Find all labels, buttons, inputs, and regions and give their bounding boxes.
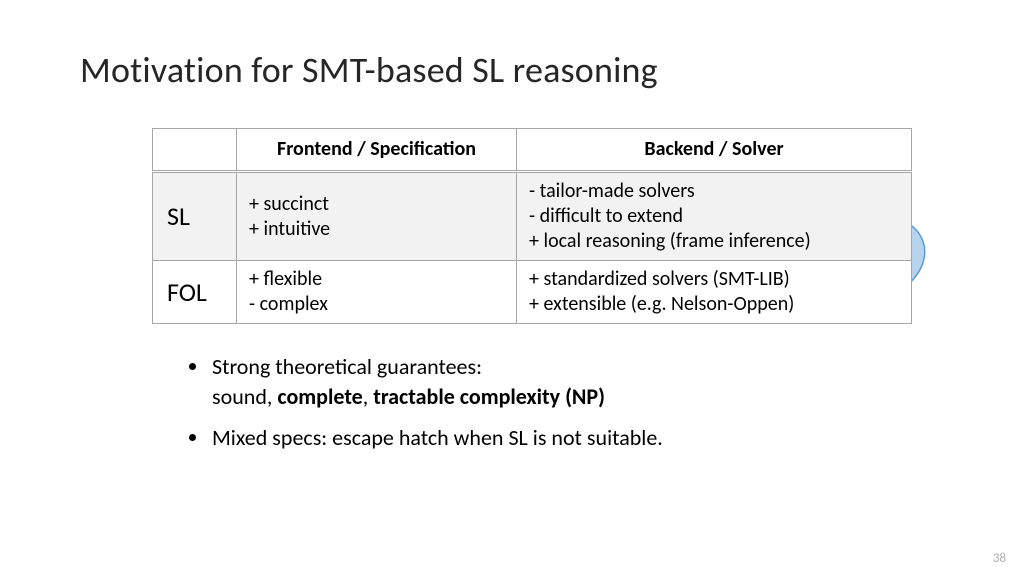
row-label-fol: FOL xyxy=(153,261,237,324)
cell-sl-frontend: + succinct + intuitive xyxy=(237,172,517,261)
cell-line: + intuitive xyxy=(249,217,506,242)
bullet-item: Mixed specs: escape hatch when SL is not… xyxy=(210,423,960,453)
table-corner xyxy=(153,129,237,172)
col-header-backend: Backend / Solver xyxy=(517,129,912,172)
cell-line: + succinct xyxy=(249,192,506,217)
slide-title: Motivation for SMT-based SL reasoning xyxy=(80,48,960,92)
bullet-text: sound, xyxy=(212,383,277,410)
cell-line: + standardized solvers (SMT-LIB) xyxy=(529,267,901,292)
bullet-item: Strong theoretical guarantees: sound, co… xyxy=(210,352,960,411)
bullet-bold: tractable complexity (NP) xyxy=(373,383,605,410)
cell-fol-frontend: + flexible - complex xyxy=(237,261,517,324)
comparison-table-wrap: Frontend / Specification Backend / Solve… xyxy=(152,128,912,324)
page-number: 38 xyxy=(993,551,1006,566)
row-label-sl: SL xyxy=(153,172,237,261)
bullet-text: , xyxy=(363,383,373,410)
comparison-table: Frontend / Specification Backend / Solve… xyxy=(152,128,912,324)
cell-line: - complex xyxy=(249,292,506,317)
bullet-text: Mixed specs: escape hatch when SL is not… xyxy=(212,424,663,451)
cell-line: - difficult to extend xyxy=(529,204,901,229)
table-row-fol: FOL + flexible - complex + standardized … xyxy=(153,261,912,324)
cell-line: + flexible xyxy=(249,267,506,292)
table-row-sl: SL + succinct + intuitive - tailor-made … xyxy=(153,172,912,261)
cell-sl-backend: - tailor-made solvers - difficult to ext… xyxy=(517,172,912,261)
bullet-list: Strong theoretical guarantees: sound, co… xyxy=(210,352,960,453)
bullet-text: Strong theoretical guarantees: xyxy=(212,353,482,380)
bullet-bold: complete xyxy=(277,383,362,410)
cell-line: + local reasoning (frame inference) xyxy=(529,229,901,254)
cell-fol-backend: + standardized solvers (SMT-LIB) + exten… xyxy=(517,261,912,324)
cell-line: + extensible (e.g. Nelson-Oppen) xyxy=(529,292,901,317)
col-header-frontend: Frontend / Specification xyxy=(237,129,517,172)
cell-line: - tailor-made solvers xyxy=(529,179,901,204)
